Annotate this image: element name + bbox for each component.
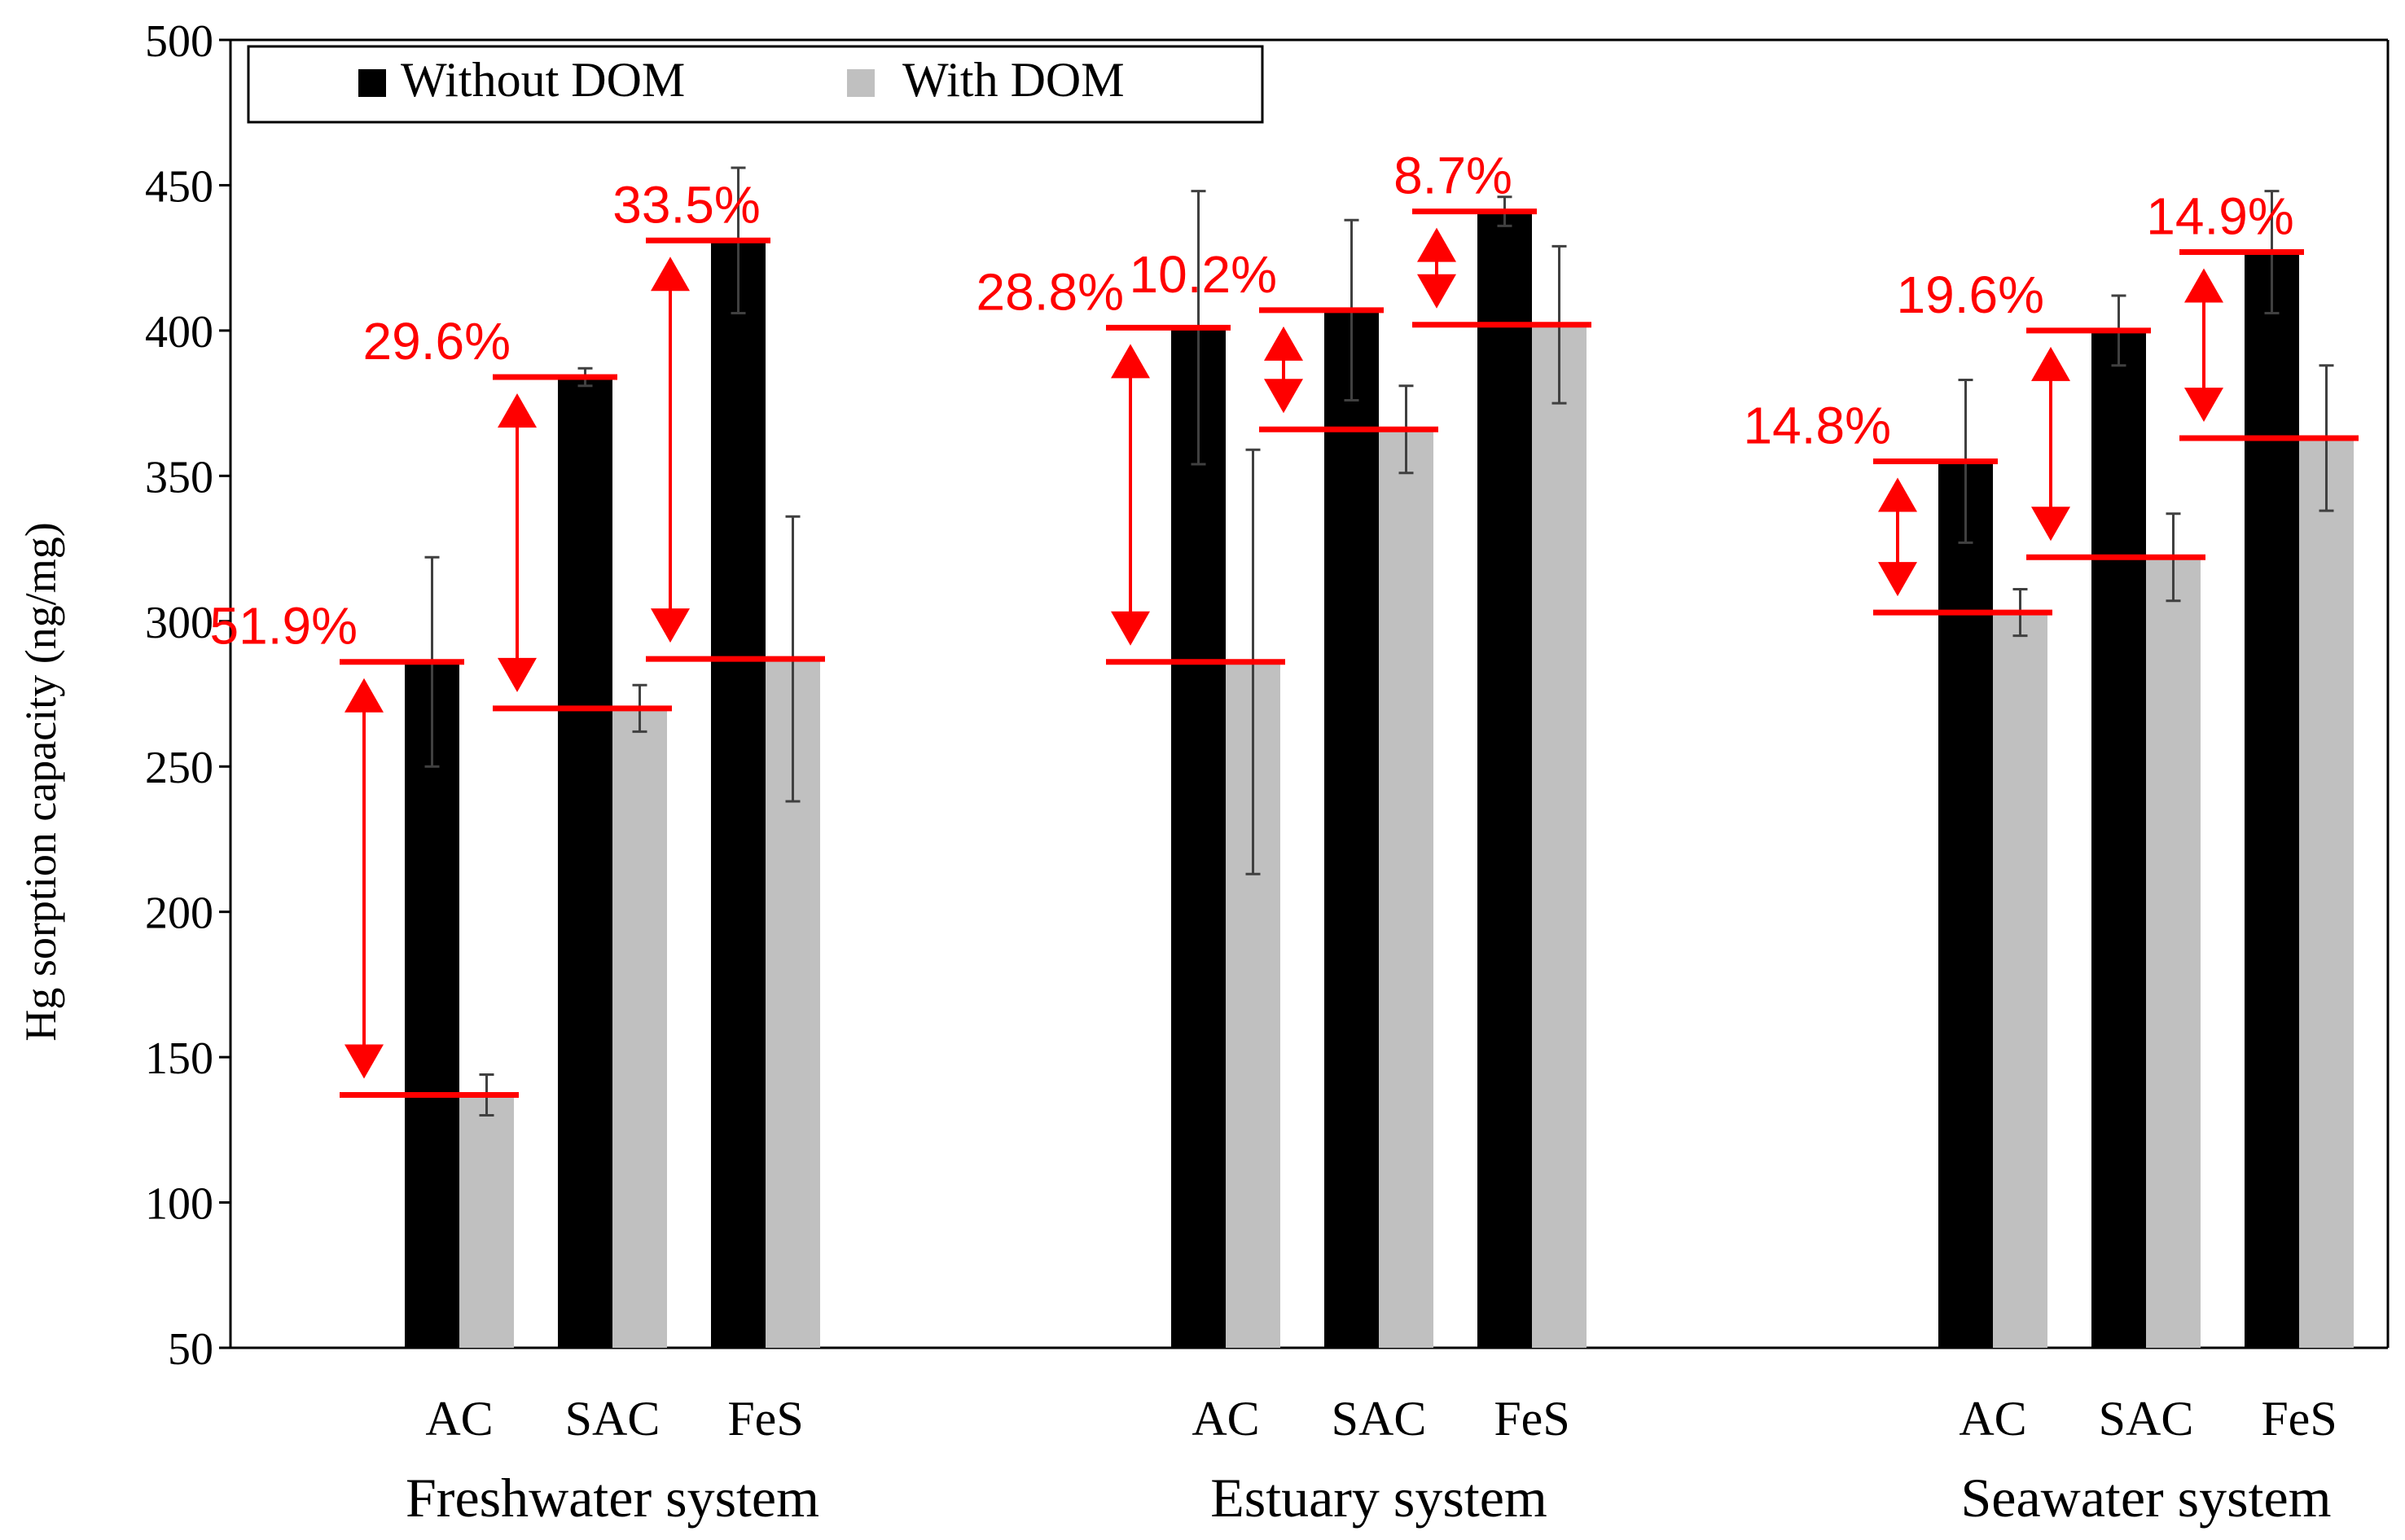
reduction-arrowhead-down	[1878, 562, 1917, 597]
reduction-arrowhead-down	[1264, 379, 1303, 414]
bar-without-dom	[1324, 309, 1379, 1348]
reduction-arrowhead-up	[651, 257, 690, 292]
bar-without-dom	[711, 240, 766, 1349]
bar-without-dom	[1477, 211, 1532, 1348]
y-tick-label: 300	[145, 598, 213, 648]
reduction-arrowhead-down	[498, 657, 537, 692]
x-category-label: AC	[425, 1392, 493, 1446]
legend: Without DOM With DOM	[247, 45, 1264, 124]
y-tick-label: 450	[145, 161, 213, 212]
y-tick-label: 500	[145, 16, 213, 67]
bar-with-dom	[612, 708, 667, 1348]
axes-layer: 50 100 150 200 250 300 350 400 450 500	[145, 16, 2390, 1375]
reduction-percent-label: 29.6%	[363, 312, 511, 371]
bars-layer	[405, 211, 2354, 1349]
x-category-label: FeS	[2261, 1392, 2337, 1446]
legend-label-with-dom: With DOM	[902, 53, 1125, 107]
bar-with-dom	[2146, 557, 2201, 1348]
y-tick-label: 50	[168, 1324, 213, 1375]
y-tick-label: 100	[145, 1179, 213, 1230]
x-group-label: Freshwater system	[406, 1467, 819, 1529]
bar-without-dom	[1938, 461, 1993, 1348]
y-tick-label: 200	[145, 888, 213, 939]
bar-without-dom	[1171, 327, 1226, 1348]
reduction-percent-label: 28.8%	[976, 262, 1124, 321]
bar-without-dom	[2245, 252, 2299, 1348]
reduction-arrowhead-down	[2184, 387, 2223, 422]
legend-box	[247, 45, 1264, 124]
reduction-arrowhead-down	[1111, 611, 1150, 646]
x-category-label: AC	[1959, 1392, 2026, 1446]
reduction-percent-label: 10.2%	[1130, 245, 1277, 304]
reduction-percent-label: 51.9%	[210, 597, 358, 656]
y-tick-label: 150	[145, 1033, 213, 1084]
reduction-percent-label: 14.8%	[1744, 396, 1891, 454]
reduction-arrowhead-up	[1417, 227, 1456, 262]
bar-without-dom	[2091, 330, 2146, 1348]
reduction-arrowhead-up	[2031, 346, 2070, 381]
reduction-arrowhead-up	[345, 678, 384, 713]
bar-with-dom	[2299, 437, 2354, 1349]
x-category-label: AC	[1192, 1392, 1259, 1446]
y-tick-label: 350	[145, 452, 213, 502]
reduction-percent-label: 19.6%	[1897, 265, 2044, 324]
x-category-label: SAC	[565, 1392, 660, 1446]
x-category-label: SAC	[2099, 1392, 2194, 1446]
bar-with-dom	[1993, 612, 2047, 1348]
reduction-arrowhead-up	[1878, 477, 1917, 512]
reduction-arrowhead-down	[2031, 507, 2070, 542]
reduction-arrowhead-up	[2184, 268, 2223, 303]
reduction-arrowhead-up	[1264, 326, 1303, 361]
bar-with-dom	[1532, 324, 1587, 1348]
reduction-percent-label: 8.7%	[1393, 147, 1512, 205]
reduction-arrowhead-up	[1111, 344, 1150, 379]
reduction-percent-label: 33.5%	[612, 175, 760, 234]
reduction-arrowhead-down	[1417, 274, 1456, 309]
x-category-label: SAC	[1332, 1392, 1427, 1446]
y-tick-label: 250	[145, 743, 213, 793]
legend-swatch-with-dom	[847, 69, 875, 97]
bar-without-dom	[405, 661, 459, 1348]
reduction-percent-label: 14.9%	[2146, 187, 2293, 246]
bar-without-dom	[558, 376, 612, 1349]
x-category-label: FeS	[727, 1392, 803, 1446]
x-group-label: Estuary system	[1210, 1467, 1547, 1529]
reduction-arrowhead-down	[345, 1044, 384, 1079]
y-axis-label: Hg sorption capacity (ng/mg)	[16, 522, 65, 1041]
bar-with-dom	[1379, 429, 1433, 1348]
reduction-arrowhead-down	[651, 608, 690, 643]
x-group-label: Seawater system	[1960, 1467, 2331, 1529]
bar-with-dom	[459, 1095, 514, 1348]
legend-label-without-dom: Without DOM	[401, 53, 685, 107]
x-category-label: FeS	[1494, 1392, 1569, 1446]
y-tick-label: 400	[145, 307, 213, 358]
legend-swatch-without-dom	[358, 69, 386, 97]
labels-layer: AC SAC FeS Freshwater system AC SAC FeS Estuary…	[406, 1392, 2337, 1529]
reduction-arrowhead-up	[498, 393, 537, 428]
annotations-layer: 51.9% 29.6% 33.5% 28.8% 10.2% 8.7% 14.8% 19.6% 1…	[210, 147, 2359, 1099]
